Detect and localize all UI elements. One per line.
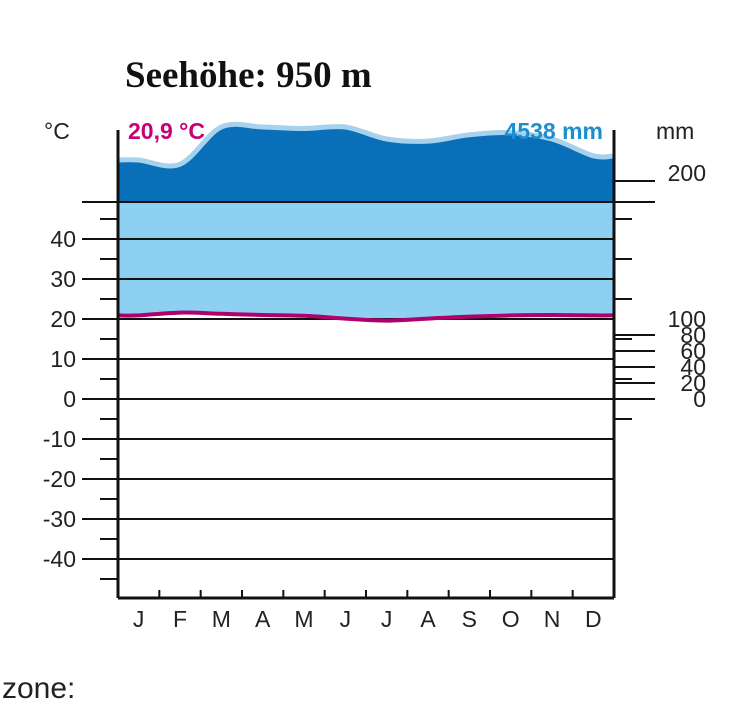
temperature-series	[117, 310, 615, 323]
precip-tick-label: 0	[693, 386, 706, 412]
precip-unit-label: mm	[656, 118, 694, 144]
temp-tick-label: 40	[50, 226, 76, 252]
temp-tick-label: 30	[50, 266, 76, 292]
annual-mean-temperature: 20,9 °C	[128, 118, 205, 144]
month-label: J	[381, 606, 393, 632]
annual-precipitation: 4538 mm	[505, 118, 603, 144]
chart-title: Seehöhe: 950 m	[125, 55, 372, 96]
precip-tick-label: 60	[680, 338, 706, 364]
month-label: F	[173, 606, 187, 632]
month-label: A	[420, 606, 436, 632]
precip-tick-label: 40	[680, 354, 706, 380]
temp-tick-label: 0	[63, 386, 76, 412]
month-label: S	[462, 606, 477, 632]
temp-tick-label: -10	[43, 426, 76, 452]
temp-tick-label: 10	[50, 346, 76, 372]
month-label: J	[340, 606, 352, 632]
precip-tick-label: 200	[668, 160, 706, 186]
axes	[116, 130, 616, 600]
month-label: J	[133, 606, 145, 632]
month-label: O	[502, 606, 520, 632]
temp-tick-label: -40	[43, 546, 76, 572]
precipitation-line	[117, 121, 615, 169]
month-label: N	[544, 606, 561, 632]
temp-tick-label: -20	[43, 466, 76, 492]
month-label: M	[212, 606, 231, 632]
temp-tick-label: -30	[43, 506, 76, 532]
month-label: M	[294, 606, 313, 632]
precip-tick-label: 20	[680, 370, 706, 396]
precip-tick-label: 100	[668, 306, 706, 332]
precipitation-areas	[117, 121, 615, 321]
month-label: A	[255, 606, 271, 632]
temperature-tick-labels: 40 30 20 10 0 -10 -20 -30 -40	[43, 226, 76, 572]
month-label: D	[585, 606, 602, 632]
temp-unit-label: °C	[44, 118, 70, 144]
humid-area	[118, 202, 614, 321]
footer-text: zone:	[2, 672, 76, 705]
temp-tick-label: 20	[50, 306, 76, 332]
precip-tick-label: 80	[680, 322, 706, 348]
perhumid-area	[118, 124, 614, 202]
temperature-line	[117, 310, 615, 323]
